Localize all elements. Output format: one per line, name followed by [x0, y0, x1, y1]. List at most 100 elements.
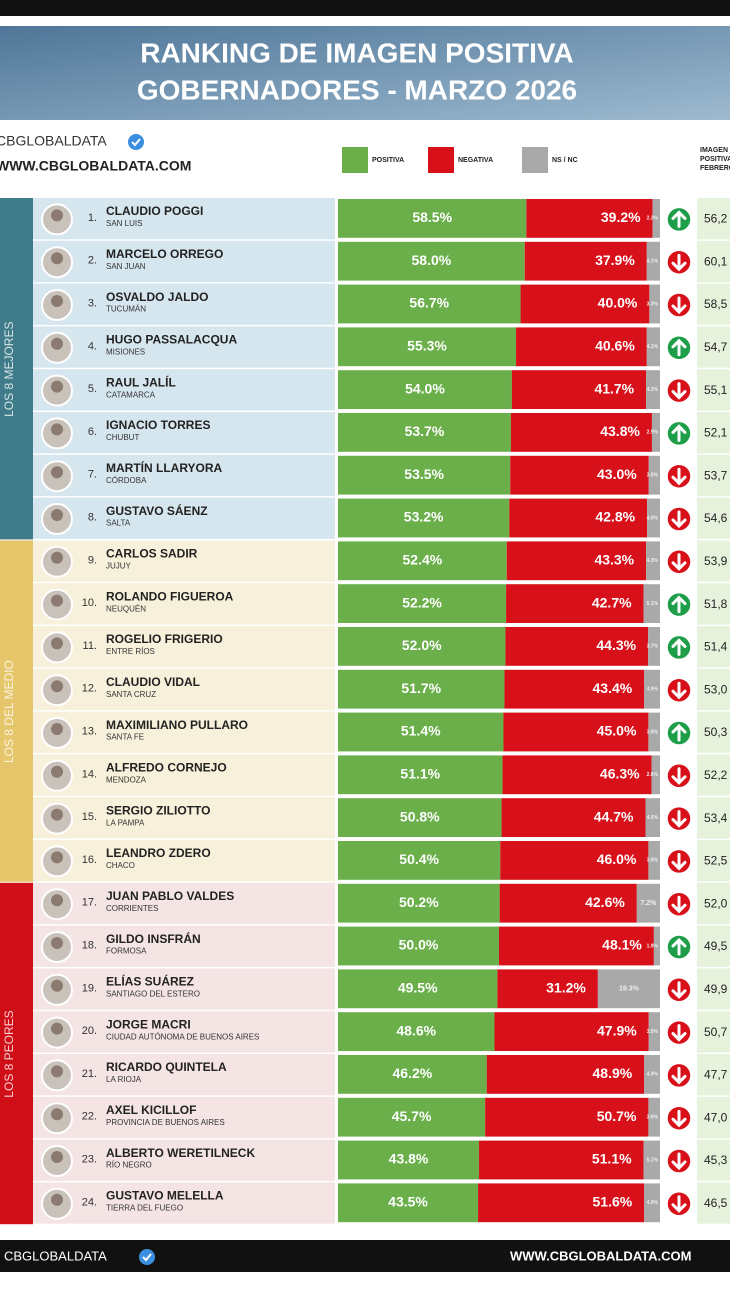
legend-swatch — [428, 147, 454, 173]
previous-cell — [697, 925, 730, 967]
bar-segment — [649, 284, 660, 324]
bar-segment — [648, 1012, 660, 1051]
value-label: 4.0% — [647, 515, 659, 521]
rank: 19. — [82, 982, 97, 994]
previous-cell — [697, 283, 730, 325]
value-label: 40.0% — [598, 295, 638, 311]
photo-head — [51, 380, 63, 393]
previous-value: 54,7 — [704, 340, 728, 354]
row-background — [33, 198, 335, 240]
row-background — [33, 840, 335, 882]
value-label: 7.2% — [640, 900, 657, 907]
value-label: 52.2% — [402, 594, 442, 610]
bar-segment — [643, 584, 660, 623]
province: LA RIOJA — [106, 1075, 142, 1084]
bar-segment — [646, 541, 660, 581]
value-label: 51.1% — [592, 1151, 632, 1167]
rank: 9. — [88, 554, 97, 566]
brand: CBGLOBALDATA — [0, 133, 107, 149]
bar-segment — [524, 241, 647, 281]
bar-segment — [338, 541, 507, 581]
province: SAN LUIS — [106, 219, 142, 228]
governor-name: MARCELO ORREGO — [106, 247, 223, 261]
bar-segment — [338, 798, 502, 837]
row-background — [33, 283, 335, 325]
row-background — [33, 1096, 335, 1139]
photo-head — [51, 209, 63, 222]
previous-value: 52,5 — [704, 854, 728, 868]
legend-swatch — [522, 147, 548, 173]
trend-arrow — [671, 767, 687, 785]
trend-arrow — [671, 338, 687, 357]
group-label: LOS 8 PEORES — [2, 1010, 16, 1097]
governor-name: GILDO INSFRÁN — [106, 931, 201, 946]
photo-head — [51, 423, 63, 436]
verified-check — [142, 1253, 152, 1262]
footer-bar — [0, 1240, 730, 1272]
previous-value: 53,9 — [704, 554, 728, 568]
rank: 7. — [88, 469, 97, 481]
trend-arrow — [671, 210, 687, 228]
row-background — [33, 626, 335, 668]
previous-cell — [697, 326, 730, 368]
bar-segment — [651, 413, 660, 452]
value-label: 51.4% — [401, 723, 441, 739]
bar-segment — [338, 1097, 486, 1137]
previous-value: 55,1 — [704, 383, 728, 397]
province: TUCUMÁN — [106, 305, 146, 314]
value-label: 46.0% — [597, 851, 637, 867]
photo-head — [51, 680, 63, 693]
rank: 5. — [88, 383, 97, 395]
previous-cell — [697, 1182, 730, 1224]
value-label: 43.5% — [388, 1194, 428, 1210]
value-label: 53.5% — [404, 466, 444, 482]
bar-segment — [636, 883, 660, 923]
rank: 3. — [88, 298, 97, 310]
governor-name: GUSTAVO MELELLA — [106, 1189, 224, 1203]
row-background — [33, 668, 335, 711]
title-line: RANKING DE IMAGEN POSITIVA — [140, 37, 574, 68]
previous-cell — [697, 412, 730, 454]
governor-name: MAXIMILIANO PULLARO — [106, 718, 248, 732]
value-label: 5.1% — [647, 601, 659, 607]
bar-segment — [338, 1183, 479, 1223]
bar-segment — [646, 241, 660, 281]
legend-label: NEGATIVA — [458, 157, 493, 164]
legend-swatch — [342, 147, 368, 173]
value-label: 42.6% — [585, 894, 625, 910]
photo-head — [51, 1065, 63, 1078]
value-label: 43.0% — [597, 466, 637, 482]
governor-name: ROLANDO FIGUEROA — [106, 589, 234, 603]
rank: 11. — [83, 640, 97, 652]
bar-segment — [500, 841, 649, 880]
row-background — [33, 711, 335, 753]
previous-cell — [697, 797, 730, 839]
value-label: 54.0% — [405, 380, 445, 396]
bar-segment — [645, 798, 660, 837]
bar-segment — [509, 498, 648, 538]
bar-segment — [647, 498, 660, 538]
previous-value: 52,1 — [704, 426, 728, 440]
province: JUJUY — [106, 562, 132, 571]
value-label: 2.5% — [647, 430, 659, 436]
trend-arrow — [671, 681, 687, 700]
governor-name: RAUL JALÍL — [106, 374, 176, 389]
province: CORRIENTES — [106, 904, 158, 913]
row-background — [33, 882, 335, 925]
bar-segment — [499, 926, 654, 966]
row-background — [33, 369, 335, 411]
trend-arrow — [671, 553, 687, 571]
previous-value: 49,5 — [704, 939, 728, 953]
value-label: 4.9% — [647, 1200, 659, 1206]
value-label: 4.1% — [647, 259, 659, 265]
value-label: 48.1% — [602, 937, 642, 953]
value-label: 3.6% — [647, 1115, 659, 1121]
governor-name: CLAUDIO VIDAL — [106, 675, 200, 689]
previous-cell — [697, 882, 730, 925]
legend-label: POSITIVA — [372, 157, 404, 164]
bar-segment — [338, 669, 505, 709]
bar-segment — [478, 1183, 645, 1223]
governor-name: CLAUDIO POGGI — [106, 204, 203, 218]
bar-segment — [648, 841, 660, 880]
bar-segment — [338, 327, 517, 367]
